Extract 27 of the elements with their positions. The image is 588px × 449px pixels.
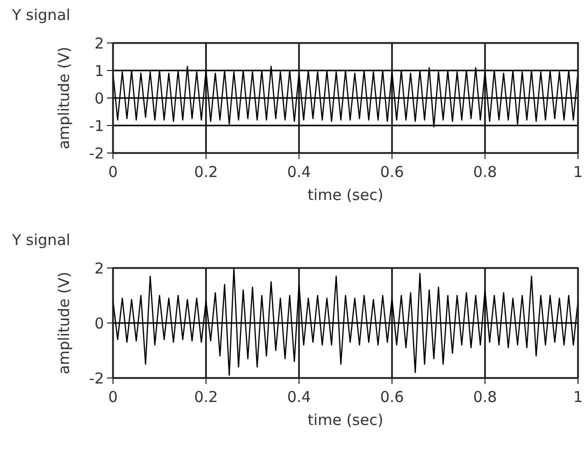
x-tick-label: 0.4 — [287, 388, 311, 406]
x-tick-label: 0.8 — [473, 163, 497, 181]
y-tick-label: 2 — [94, 259, 104, 278]
y-tick-label: 1 — [94, 62, 104, 80]
y-axis-title: amplitude (V) — [55, 272, 73, 374]
x-tick-label: 0 — [108, 163, 118, 181]
chart-title: Y signal — [11, 231, 70, 249]
x-tick-label: 0.4 — [287, 163, 311, 181]
y-tick-label: -2 — [89, 369, 104, 388]
x-tick-label: 0.2 — [194, 388, 218, 406]
x-tick-label: 0.6 — [380, 163, 404, 181]
x-axis-title: time (sec) — [308, 411, 384, 429]
x-axis-title: time (sec) — [308, 186, 384, 204]
x-tick-label: 1 — [573, 388, 583, 406]
x-tick-label: 0.8 — [473, 388, 497, 406]
x-tick-label: 0 — [108, 388, 118, 406]
y-tick-label: 0 — [94, 314, 104, 332]
y-tick-label: 2 — [94, 34, 104, 52]
y-tick-label: -2 — [89, 144, 104, 162]
y-tick-label: 0 — [94, 89, 104, 108]
x-tick-label: 0.2 — [194, 163, 218, 181]
x-tick-label: 0.6 — [380, 388, 404, 406]
y-tick-label: -1 — [89, 116, 104, 135]
y-axis-title: amplitude (V) — [55, 46, 73, 150]
chart-title: Y signal — [11, 6, 70, 24]
line-series — [112, 267, 579, 376]
x-tick-label: 1 — [573, 163, 583, 181]
